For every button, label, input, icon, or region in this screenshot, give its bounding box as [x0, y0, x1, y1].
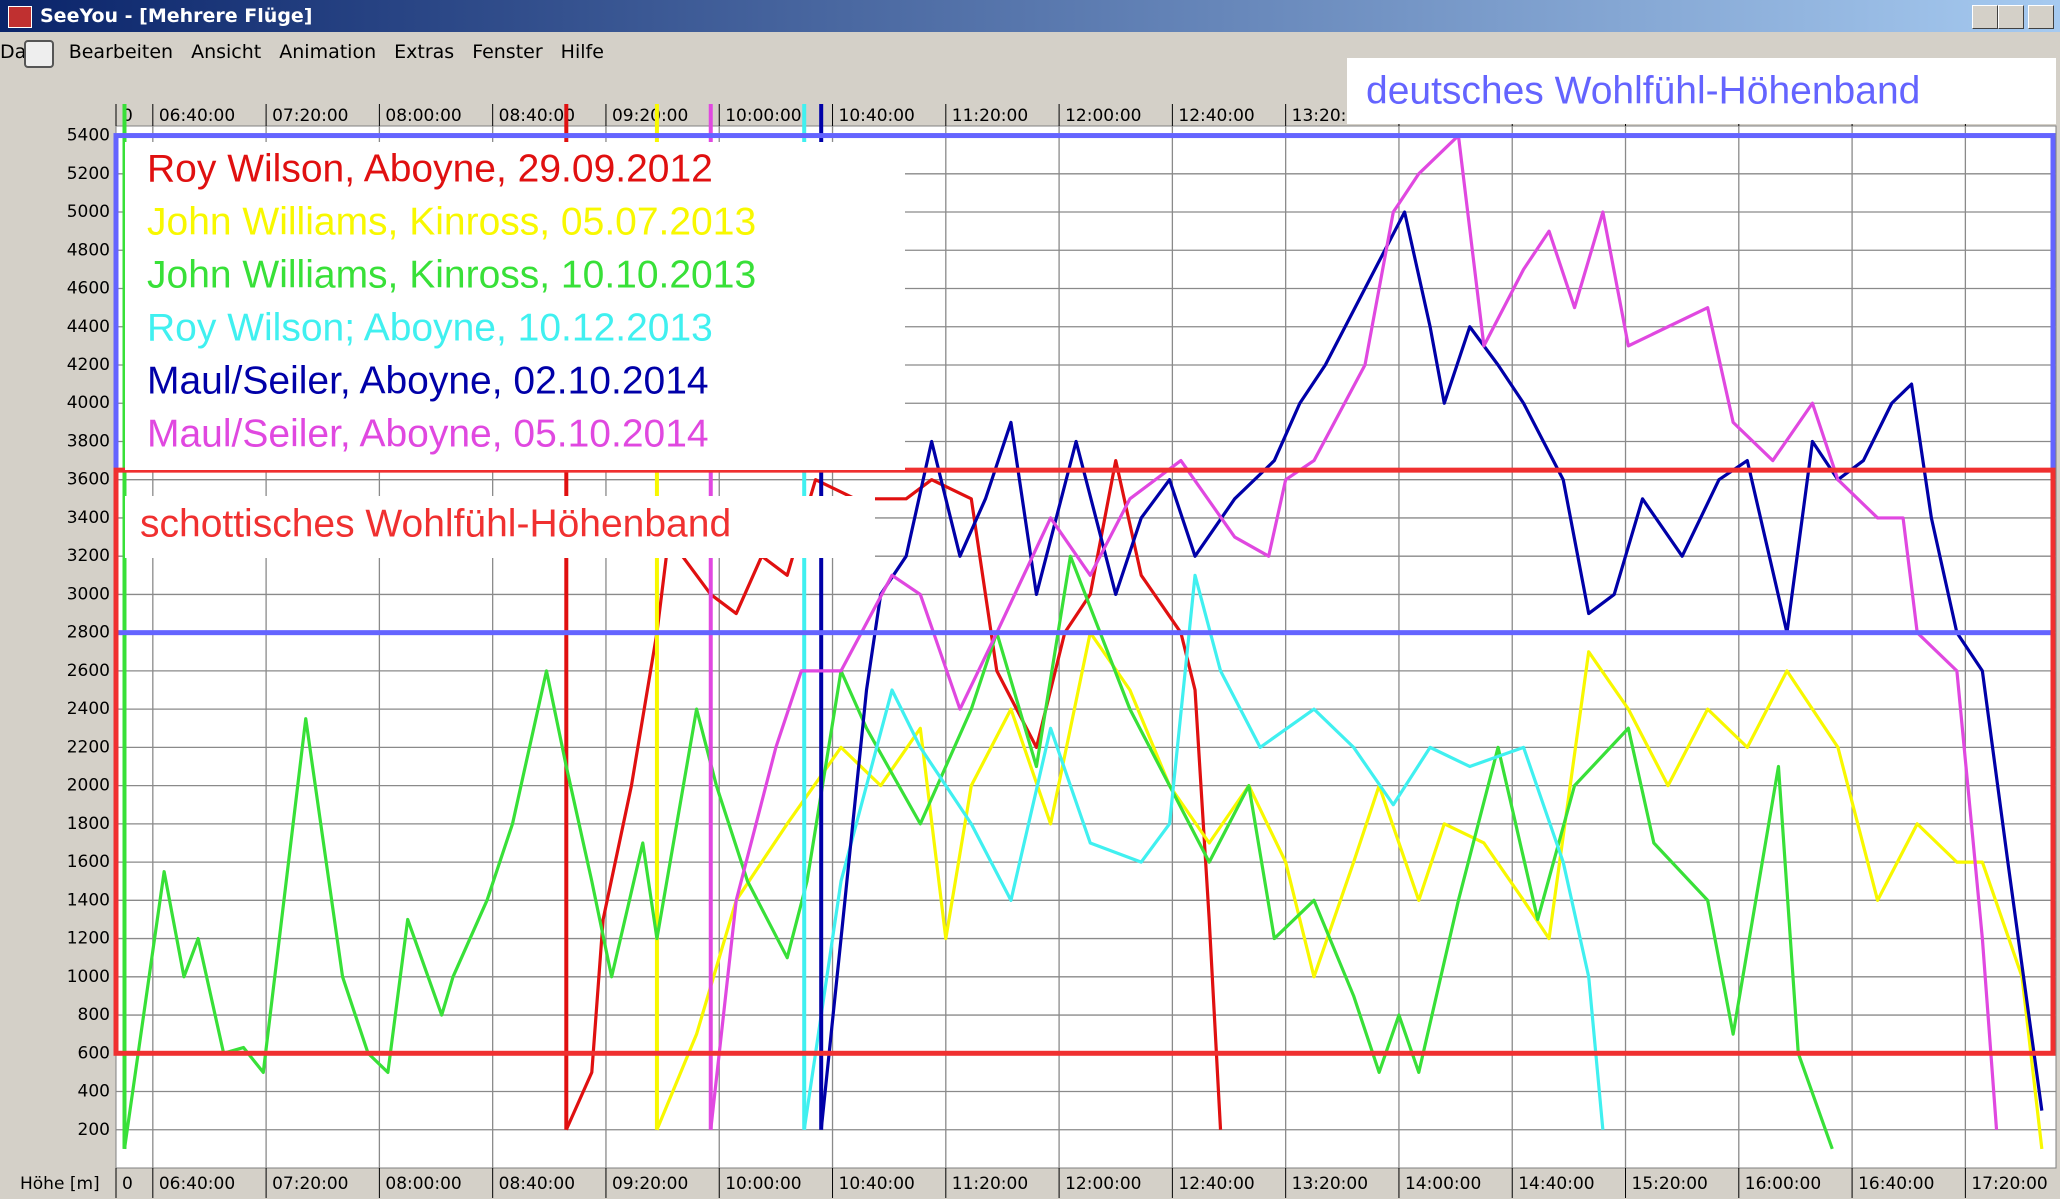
band	[113, 133, 2056, 636]
x-tick-label: 16:40:00	[1858, 1174, 1934, 1194]
x-tick-label-top: 12:40:00	[1178, 106, 1254, 126]
y-tick-label: 4600	[67, 279, 110, 299]
x-tick-label-top: 10:40:00	[839, 106, 915, 126]
minimize-button[interactable]	[1972, 5, 1998, 29]
y-tick-label: 5400	[67, 126, 110, 146]
legend-entry: John Williams, Kinross, 05.07.2013	[147, 200, 756, 243]
x-tick-label: 10:40:00	[839, 1174, 915, 1194]
y-tick-label: 5000	[67, 202, 110, 222]
y-tick-label: 2800	[67, 623, 110, 643]
x-tick-label: 09:20:00	[612, 1174, 688, 1194]
band-label: deutsches Wohlfühl-Höhenband	[1366, 69, 1920, 112]
y-tick-label: 400	[78, 1082, 110, 1102]
x-tick-label: 11:20:00	[952, 1174, 1028, 1194]
legend-entry: Maul/Seiler, Aboyne, 05.10.2014	[147, 412, 709, 455]
restore-button[interactable]	[1998, 5, 2024, 29]
x-tick-label: 06:40:00	[159, 1174, 235, 1194]
x-tick-label-top: 12:00:00	[1065, 106, 1141, 126]
x-tick-label: 08:00:00	[385, 1174, 461, 1194]
menu-item[interactable]: Fenster	[472, 41, 543, 63]
band	[113, 467, 2056, 1056]
app-icon	[8, 6, 32, 28]
series-line	[655, 631, 2044, 1150]
y-tick-label: 4000	[67, 393, 110, 413]
y-tick-label: 2400	[67, 699, 110, 719]
menu-item[interactable]: Animation	[279, 41, 377, 63]
y-tick-label: 200	[78, 1120, 110, 1140]
y-tick-label: 1400	[67, 890, 110, 910]
y-tick-label: 3600	[67, 470, 110, 490]
x-tick-label: 12:40:00	[1178, 1174, 1254, 1194]
y-axis-label: Höhe [m]	[20, 1174, 100, 1194]
legend-entry: Roy Wilson, Aboyne, 29.09.2012	[147, 147, 713, 190]
y-tick-label: 600	[78, 1043, 110, 1063]
x-tick-label-top: 07:20:00	[272, 106, 348, 126]
y-tick-label: 3000	[67, 584, 110, 604]
x-tick-label: 08:40:00	[499, 1174, 575, 1194]
y-tick-label: 1200	[67, 929, 110, 949]
band-label: schottisches Wohlfühl-Höhenband	[140, 502, 731, 545]
y-tick-label: 800	[78, 1005, 110, 1025]
x-tick-label-top: 0	[122, 106, 133, 126]
menu-item[interactable]: Hilfe	[560, 41, 604, 63]
menu-bar: DateiBearbeitenAnsichtAnimationExtrasFen…	[0, 32, 2060, 72]
x-tick-label: 14:40:00	[1518, 1174, 1594, 1194]
y-tick-label: 3800	[67, 431, 110, 451]
y-tick-label: 4200	[67, 355, 110, 375]
x-tick-label-top: 06:40:00	[159, 106, 235, 126]
y-tick-label: 1800	[67, 814, 110, 834]
x-tick-label: 15:20:00	[1632, 1174, 1708, 1194]
x-tick-label-top: 09:20:00	[612, 106, 688, 126]
y-tick-label: 5200	[67, 164, 110, 184]
x-tick-label-top: 11:20:00	[952, 106, 1028, 126]
y-tick-label: 3400	[67, 508, 110, 528]
title-bar: SeeYou - [Mehrere Flüge]	[0, 0, 2060, 32]
series-line	[122, 554, 1834, 1150]
x-tick-label: 13:20:00	[1292, 1174, 1368, 1194]
legend-entry: Maul/Seiler, Aboyne, 02.10.2014	[147, 359, 709, 402]
legend-entry: Roy Wilson; Aboyne, 10.12.2013	[147, 306, 713, 349]
y-tick-label: 2000	[67, 776, 110, 796]
series-line	[564, 458, 1223, 1131]
x-tick-label-top: 10:00:00	[725, 106, 801, 126]
x-tick-label: 10:00:00	[725, 1174, 801, 1194]
y-tick-label: 4400	[67, 317, 110, 337]
menu-item[interactable]: Extras	[394, 41, 455, 63]
menu-item[interactable]: Bearbeiten	[68, 41, 174, 63]
menu-icon	[24, 40, 54, 68]
legend-entry: John Williams, Kinross, 10.10.2013	[147, 253, 756, 296]
y-tick-label: 1000	[67, 967, 110, 987]
y-tick-label: 2600	[67, 661, 110, 681]
band-label-box	[125, 496, 875, 558]
x-tick-label-top: 08:00:00	[385, 106, 461, 126]
menu-item[interactable]: Ansicht	[191, 41, 262, 63]
x-tick-label: 0	[122, 1174, 133, 1194]
x-tick-label: 17:20:00	[1971, 1174, 2047, 1194]
x-tick-label: 07:20:00	[272, 1174, 348, 1194]
x-tick-label-top: 08:40:00	[499, 106, 575, 126]
band-label-box	[1347, 58, 2056, 124]
y-tick-label: 3200	[67, 546, 110, 566]
y-tick-label: 1600	[67, 852, 110, 872]
legend-box	[125, 142, 905, 470]
y-tick-label: 2200	[67, 737, 110, 757]
x-tick-label: 16:00:00	[1745, 1174, 1821, 1194]
series-line	[802, 573, 1605, 1130]
series-line	[819, 210, 2044, 1130]
close-button[interactable]	[2028, 5, 2054, 29]
y-tick-label: 4800	[67, 240, 110, 260]
x-tick-label: 14:00:00	[1405, 1174, 1481, 1194]
window-title: SeeYou - [Mehrere Flüge]	[40, 5, 313, 27]
x-tick-label: 12:00:00	[1065, 1174, 1141, 1194]
